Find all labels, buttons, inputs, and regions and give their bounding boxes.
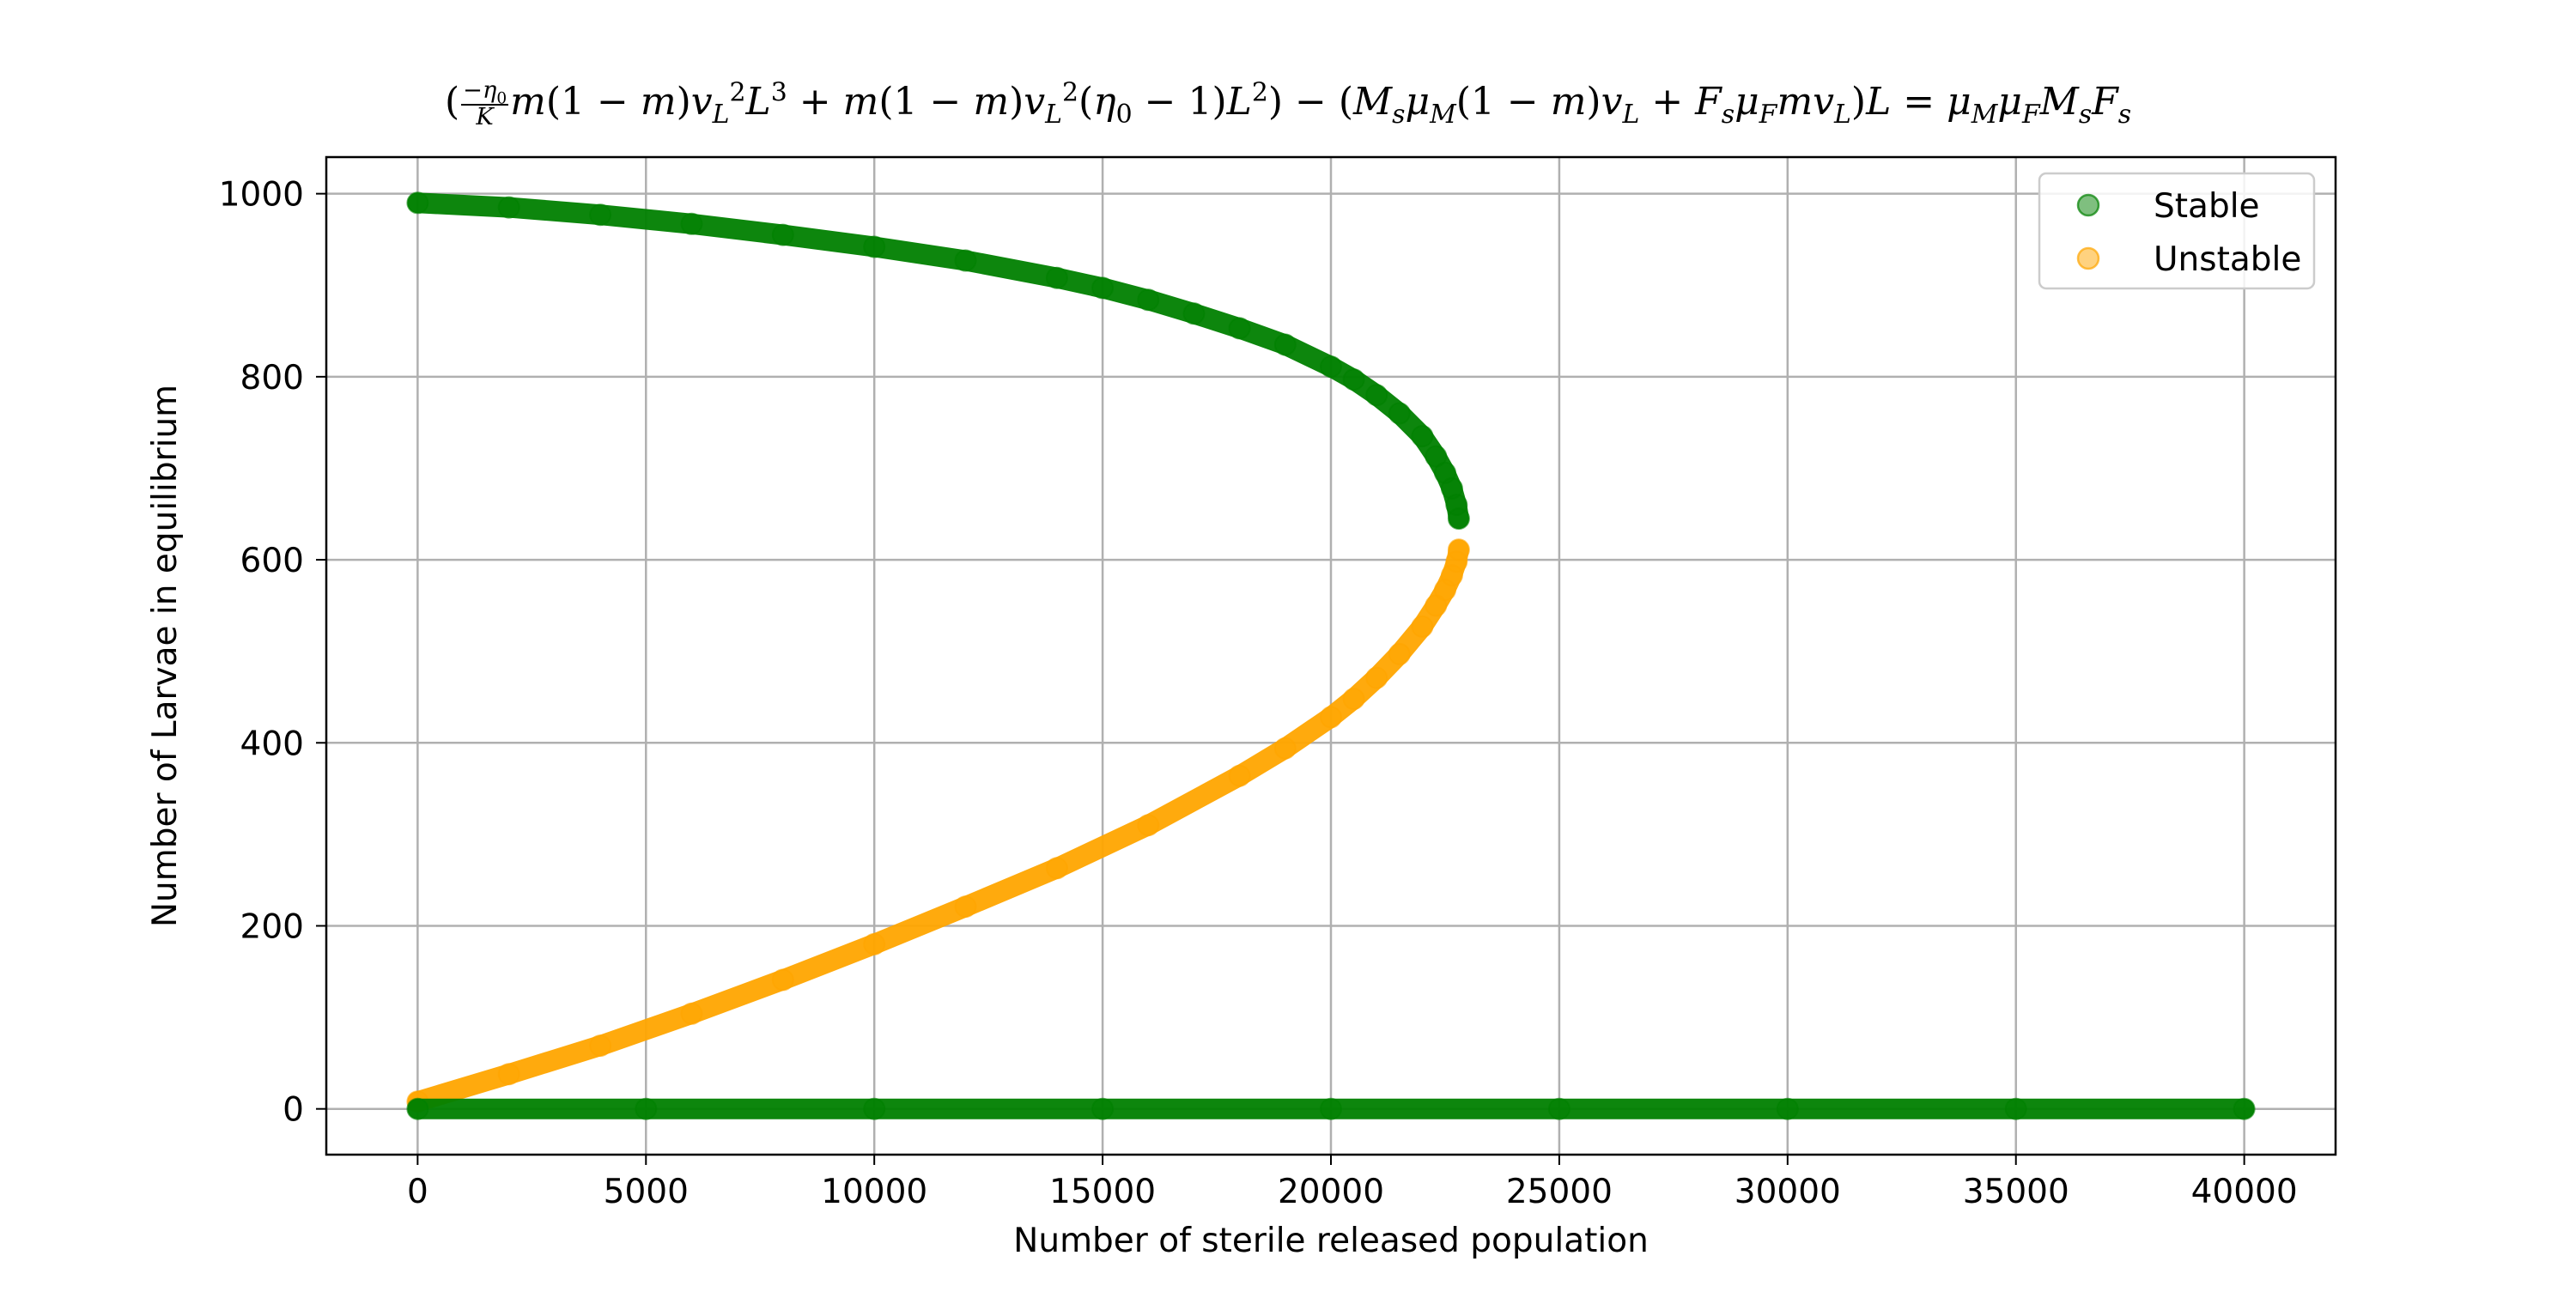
y-tick-label: 0 xyxy=(283,1091,304,1130)
x-tick-label: 10000 xyxy=(821,1173,927,1211)
x-tick-label: 5000 xyxy=(604,1173,689,1211)
stable-point xyxy=(406,191,429,215)
y-tick-label: 200 xyxy=(240,907,304,946)
unstable-point xyxy=(1320,706,1342,729)
stable-point xyxy=(1045,266,1068,289)
x-axis-label: Number of sterile released population xyxy=(1013,1222,1649,1260)
x-tick-label: 40000 xyxy=(2191,1173,2298,1211)
stable-point xyxy=(1342,368,1365,391)
x-tick-label: 25000 xyxy=(1506,1173,1613,1211)
stable-point xyxy=(635,1097,658,1120)
stable-point xyxy=(497,196,520,219)
legend-box xyxy=(2038,172,2316,290)
x-tick-label: 30000 xyxy=(1735,1173,1841,1211)
unstable-point xyxy=(954,895,977,919)
unstable-point xyxy=(863,932,886,955)
axis-ticks: 0 5000 10000 15000 20000 25000 30000 35000 40000… xyxy=(219,176,2298,1211)
stable-point xyxy=(954,249,977,272)
unstable-series-band xyxy=(407,539,1469,1113)
y-tick-label: 400 xyxy=(240,725,304,763)
legend: Stable Unstable xyxy=(2038,172,2316,290)
unstable-point xyxy=(1365,666,1388,689)
stable-point xyxy=(1776,1097,1799,1120)
unstable-point xyxy=(1273,737,1297,760)
unstable-point xyxy=(497,1063,520,1086)
stable-point xyxy=(1091,1097,1115,1120)
y-tick-label: 600 xyxy=(240,542,304,580)
unstable-point xyxy=(1228,764,1251,787)
stable-point xyxy=(1320,1097,1342,1120)
stable-point xyxy=(406,1097,429,1120)
stable-point xyxy=(1547,1097,1571,1120)
unstable-legend-label: Unstable xyxy=(2154,240,2301,279)
unstable-point xyxy=(771,968,794,992)
x-tick-label: 0 xyxy=(407,1173,428,1211)
stable-point xyxy=(1388,402,1411,425)
stable-point xyxy=(1182,302,1206,325)
unstable-point xyxy=(1045,857,1068,880)
y-tick-label: 1000 xyxy=(219,176,304,215)
chart-marks xyxy=(406,191,2256,1120)
stable-point xyxy=(1273,333,1297,356)
unstable-point xyxy=(1342,688,1365,711)
y-tick-label: 800 xyxy=(240,359,304,397)
stable-legend-marker xyxy=(2076,193,2100,217)
unstable-point xyxy=(1447,538,1470,561)
stable-point xyxy=(1320,355,1342,379)
stable-point xyxy=(863,235,886,258)
stable-point xyxy=(1365,384,1388,407)
stable-point xyxy=(589,203,612,227)
stable-point xyxy=(1447,507,1470,531)
stable-point xyxy=(1091,276,1115,300)
stable-point xyxy=(863,1097,886,1120)
unstable-point xyxy=(1388,642,1411,665)
grid xyxy=(326,157,2336,1155)
x-tick-label: 35000 xyxy=(1963,1173,2069,1211)
stable-series-band xyxy=(407,192,1469,530)
x-tick-label: 15000 xyxy=(1049,1173,1156,1211)
stable-point xyxy=(1228,317,1251,340)
unstable-point xyxy=(1411,615,1434,638)
stable-point xyxy=(2233,1097,2256,1120)
y-axis-label: Number of Larvae in equilibrium xyxy=(146,385,185,927)
stable-point xyxy=(680,212,703,235)
unstable-point xyxy=(680,1002,703,1025)
stable-point xyxy=(2004,1097,2027,1120)
unstable-point xyxy=(589,1034,612,1058)
x-tick-label: 20000 xyxy=(1278,1173,1384,1211)
stable-point xyxy=(771,223,794,246)
stable-point xyxy=(1137,288,1160,312)
unstable-point xyxy=(1137,814,1160,837)
stable-legend-label: Stable xyxy=(2154,187,2260,226)
stable-point xyxy=(1411,425,1434,448)
unstable-legend-marker xyxy=(2076,246,2100,270)
